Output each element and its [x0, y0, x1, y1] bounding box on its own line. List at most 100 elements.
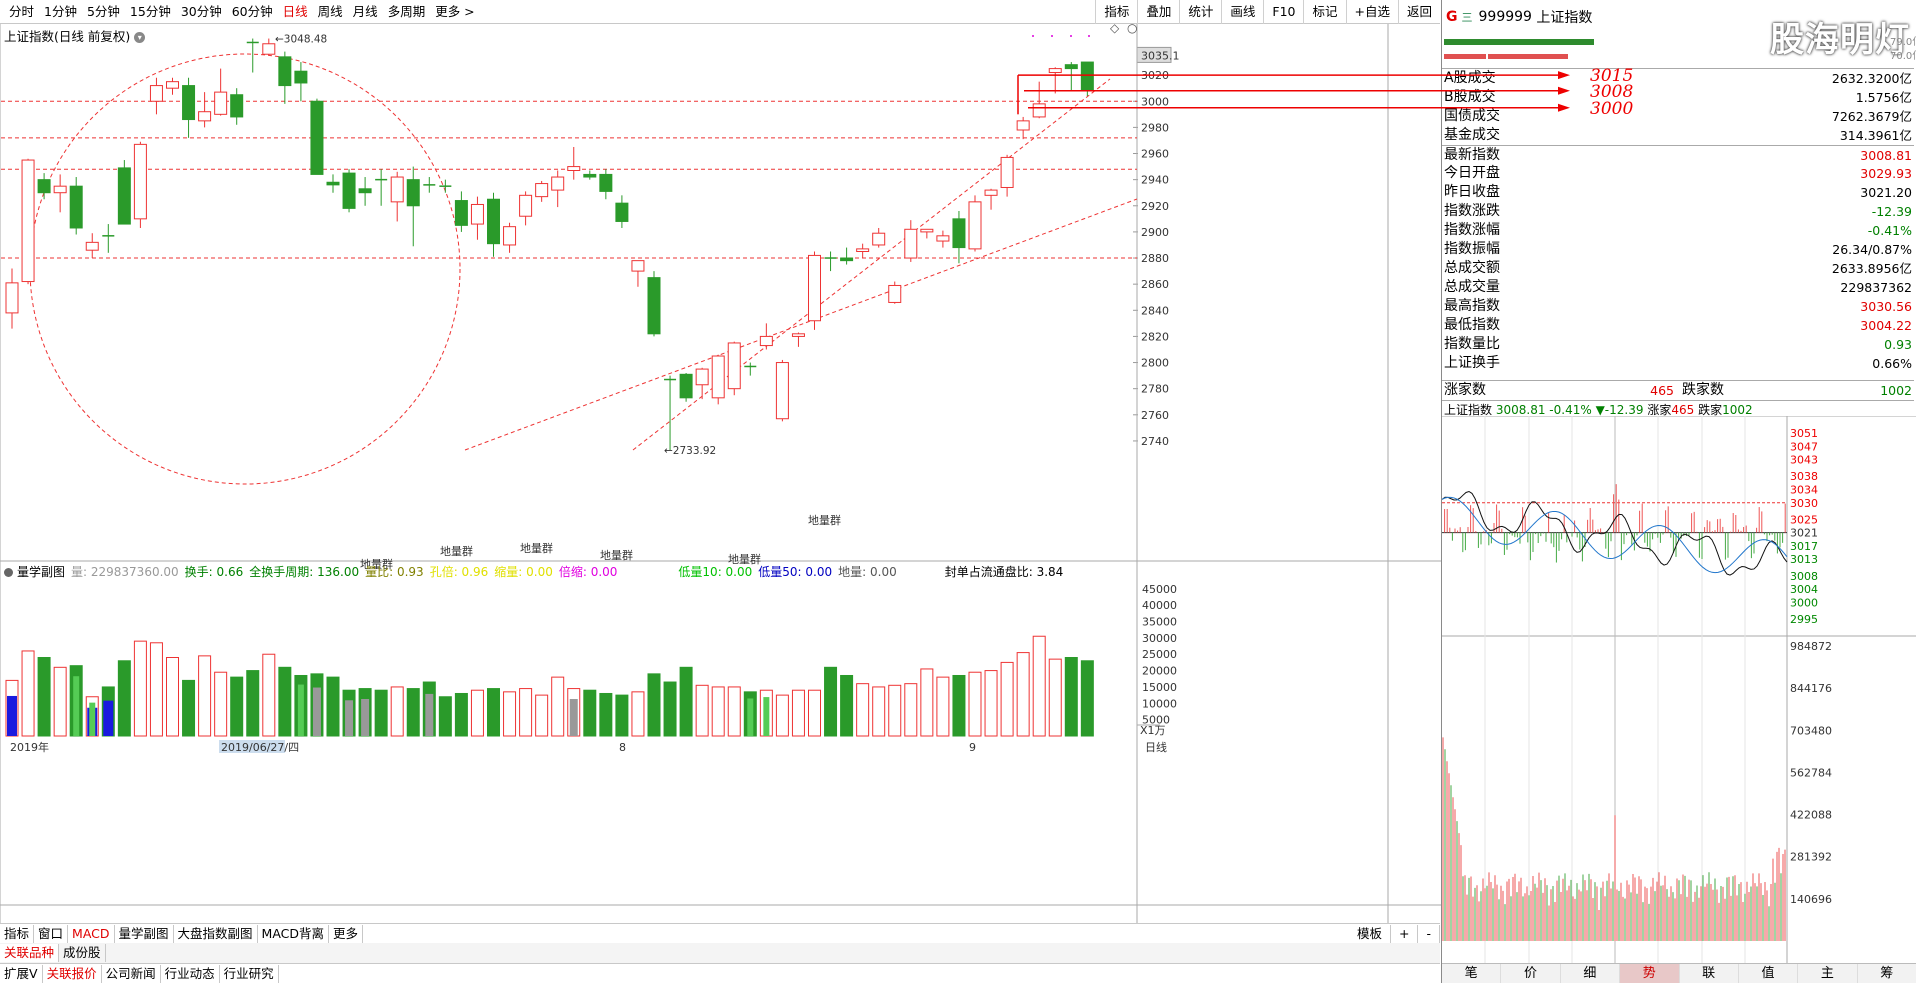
quote-row: 指数振幅 26.34/0.87%	[1442, 240, 1914, 259]
indicator-tabs: 指标 窗口 MACD 量学副图 大盘指数副图 MACD背离 更多 模板 + -	[0, 923, 1440, 943]
support-resistance-lines	[1, 100, 1137, 259]
news-tab-4[interactable]: 行业研究	[220, 964, 279, 983]
indicator-value-6: 倍缩: 0.00	[558, 565, 618, 579]
related-tab-1[interactable]: 成份股	[59, 944, 106, 962]
updown-row: 涨家数 465 跌家数 1002	[1442, 380, 1914, 401]
low-volume-50-marker	[7, 695, 17, 736]
candle-body	[503, 226, 517, 246]
quote-value: 229837362	[1840, 280, 1912, 295]
volume-bar	[952, 674, 966, 737]
quote-label: 总成交额	[1444, 260, 1500, 276]
period-tab-8[interactable]: 月线	[352, 3, 378, 19]
intraday-nav-4[interactable]: 联	[1680, 964, 1739, 983]
signal-dot	[1051, 35, 1053, 37]
period-tab-0[interactable]: 分时	[9, 3, 35, 19]
kline-chart[interactable]: 3035.1 3020 3000 2980 2960 2940 2920 2900 2880 28…	[0, 24, 1441, 923]
indicator-value-3: 量比: 0.93	[365, 565, 424, 579]
volume-bar	[182, 679, 196, 737]
minute-header: 上证指数 3008.81 -0.41% ▼-12.39 涨家465 跌家1002	[1444, 401, 1753, 418]
quote-value: 0.66%	[1872, 356, 1912, 371]
period-tab-3[interactable]: 15分钟	[129, 3, 171, 19]
down-count: 1002	[1880, 383, 1912, 398]
period-tab-2[interactable]: 5分钟	[86, 3, 120, 19]
chevron-down-icon[interactable]: ▾	[134, 32, 146, 43]
signal-dot	[1070, 35, 1072, 37]
tool-button-1[interactable]: 叠加	[1137, 0, 1179, 24]
tool-button-4[interactable]: F10	[1263, 0, 1303, 24]
volume-axis-label: 45000	[1142, 583, 1177, 596]
intraday-nav-0[interactable]: 笔	[1442, 964, 1502, 983]
indicator-tab-5[interactable]: MACD背离	[258, 924, 330, 943]
template-control-0[interactable]: 模板	[1349, 924, 1391, 943]
candle-body	[679, 373, 693, 399]
intraday-nav-1[interactable]: 价	[1501, 964, 1561, 983]
minute-axis-label: 3000	[1790, 596, 1818, 609]
volume-bar	[808, 689, 821, 737]
intraday-nav-3[interactable]: 势	[1620, 964, 1680, 983]
template-control-2[interactable]: -	[1418, 924, 1440, 943]
intraday-nav-2[interactable]: 细	[1561, 964, 1621, 983]
volume-bar	[615, 694, 629, 737]
period-tab-7[interactable]: 周线	[317, 3, 343, 19]
volume-bar	[214, 671, 228, 737]
tool-button-0[interactable]: 指标	[1095, 0, 1137, 24]
template-control-1[interactable]: +	[1391, 924, 1419, 943]
quote-label: 最高指数	[1444, 298, 1500, 314]
related-tab-0[interactable]: 关联品种	[0, 944, 60, 962]
intraday-nav-7[interactable]: 筹	[1858, 964, 1916, 983]
minute-axis-label: 3004	[1790, 583, 1818, 596]
news-tab-2[interactable]: 公司新闻	[102, 964, 161, 983]
indicator-tab-0[interactable]: 指标	[0, 924, 35, 943]
volume-bar	[198, 655, 212, 737]
low-volume-10-marker	[747, 698, 754, 736]
tool-button-3[interactable]: 画线	[1221, 0, 1263, 24]
menu-icon[interactable]: 三	[1461, 11, 1473, 24]
low-volume-10-marker	[89, 702, 96, 736]
indicator-value-5: 缩量: 0.00	[494, 565, 553, 579]
collapse-icon[interactable]	[4, 568, 13, 577]
period-tab-5[interactable]: 60分钟	[231, 3, 273, 19]
indicator-tab-2[interactable]: MACD	[68, 924, 115, 943]
quote-value: 3021.20	[1860, 185, 1912, 200]
dashed-circle	[29, 53, 461, 485]
period-tab-4[interactable]: 30分钟	[180, 3, 222, 19]
quote-row: B股成交 1.5756亿	[1442, 88, 1914, 107]
price-axis-label: 2740	[1141, 435, 1169, 448]
volume-bar	[454, 692, 468, 737]
period-tab-1[interactable]: 1分钟	[44, 3, 77, 19]
candle-body	[5, 282, 19, 314]
minute-pct: -0.41%	[1549, 403, 1592, 417]
minute-up-label: 涨家	[1647, 403, 1672, 417]
candle-body	[487, 198, 500, 245]
quote-value: -0.41%	[1867, 223, 1912, 238]
tool-button-6[interactable]: +自选	[1345, 0, 1398, 24]
indicator-name: 量学副图	[17, 565, 66, 579]
news-tab-3[interactable]: 行业动态	[161, 964, 220, 983]
template-controls: 模板 + -	[1349, 924, 1440, 943]
volume-axis-label: 35000	[1142, 616, 1177, 629]
news-tab-1[interactable]: 关联报价	[43, 964, 102, 983]
tool-button-2[interactable]: 统计	[1179, 0, 1221, 24]
floor-volume-marker	[569, 699, 578, 736]
period-tab-10[interactable]: 更多 >	[435, 3, 475, 19]
minute-up: 465	[1671, 403, 1695, 417]
quote-label: 指数振幅	[1444, 241, 1500, 257]
indicator-tab-6[interactable]: 更多	[329, 924, 364, 943]
tool-button-7[interactable]: 返回	[1397, 0, 1440, 24]
quote-value: 26.34/0.87%	[1832, 242, 1912, 257]
candle-body	[920, 228, 934, 233]
intraday-price-line	[1442, 490, 1788, 576]
news-tab-0[interactable]: 扩展V	[0, 964, 43, 983]
indicator-tab-3[interactable]: 量学副图	[115, 924, 174, 943]
quote-row: 最低指数 3004.22	[1442, 316, 1914, 335]
intraday-nav-6[interactable]: 主	[1798, 964, 1858, 983]
indicator-tab-1[interactable]: 窗口	[34, 924, 69, 943]
intraday-nav-5[interactable]: 值	[1739, 964, 1799, 983]
candle-body	[454, 200, 468, 226]
tool-button-5[interactable]: 标记	[1303, 0, 1345, 24]
period-tab-9[interactable]: 多周期	[387, 3, 426, 19]
minute-axis-label: 3047	[1790, 440, 1818, 453]
period-tab-6[interactable]: 日线	[282, 3, 308, 19]
indicator-tab-4[interactable]: 大盘指数副图	[174, 924, 258, 943]
